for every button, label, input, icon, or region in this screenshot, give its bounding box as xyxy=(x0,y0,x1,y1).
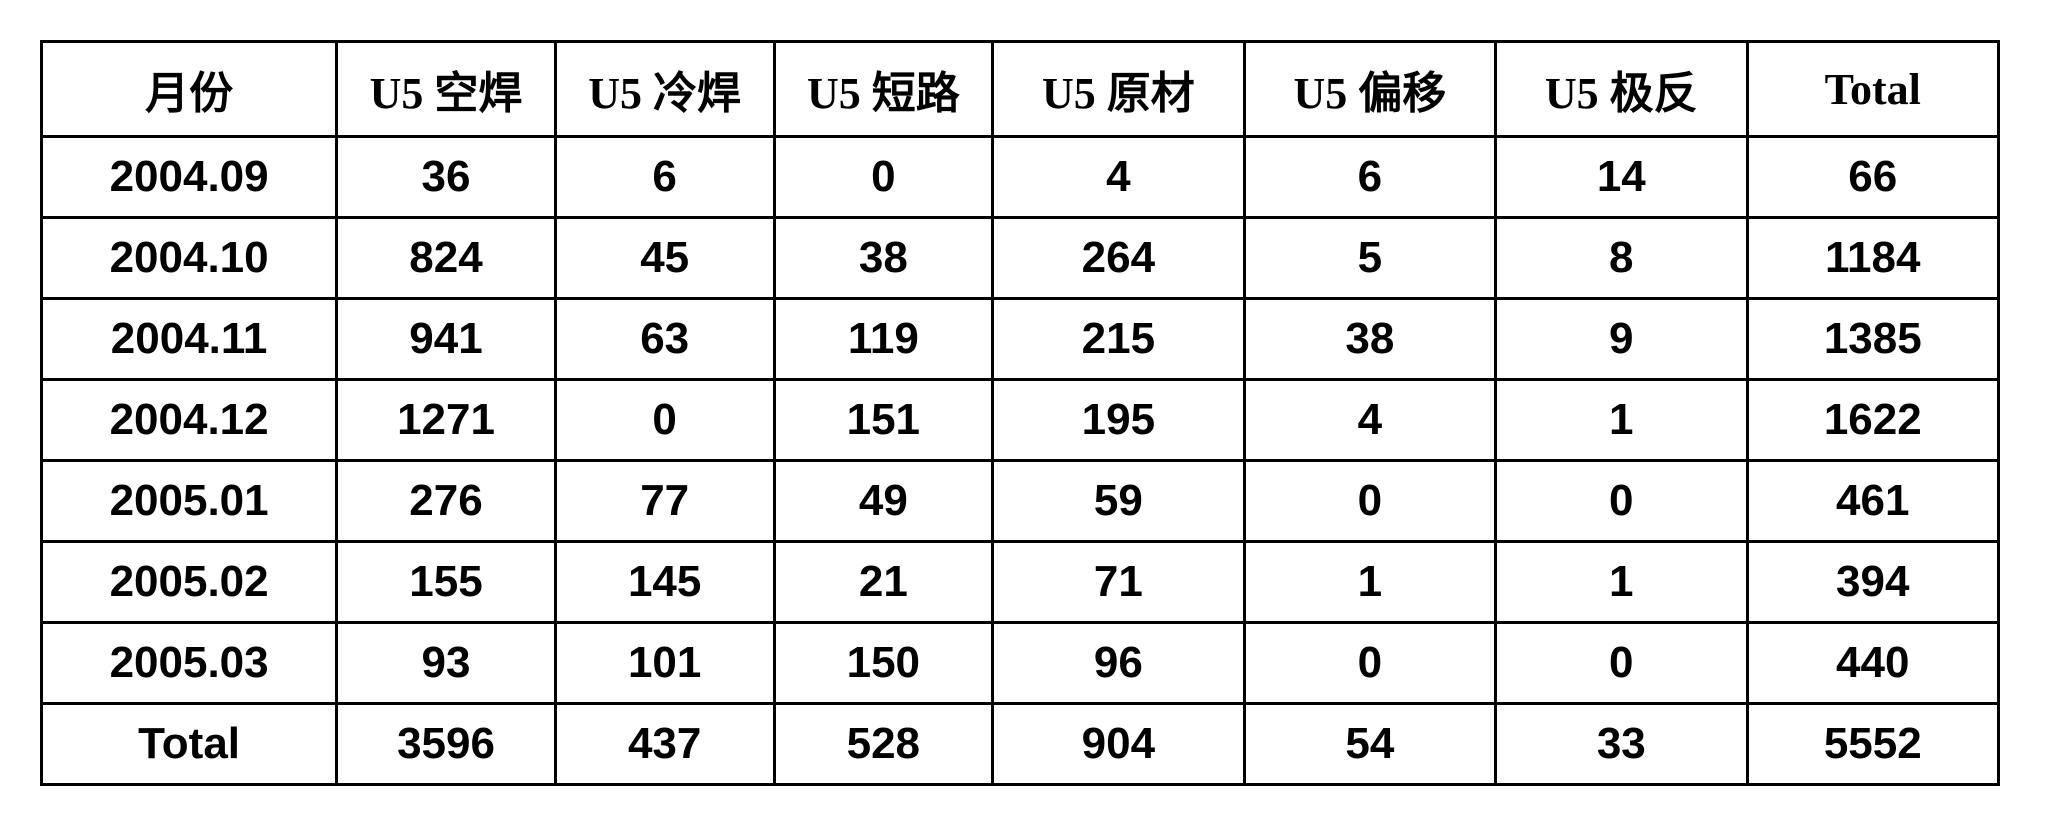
cell-value: 38 xyxy=(774,218,993,299)
table-row: 2004.108244538264581184 xyxy=(42,218,1999,299)
cell-value: 0 xyxy=(1244,623,1495,704)
cell-value: 1271 xyxy=(337,380,556,461)
cell-value: 1 xyxy=(1244,542,1495,623)
cell-value: 1184 xyxy=(1747,218,1998,299)
col-header-total: Total xyxy=(1747,42,1998,137)
cell-value: 1622 xyxy=(1747,380,1998,461)
row-label: 2005.02 xyxy=(42,542,337,623)
cell-value: 0 xyxy=(555,380,774,461)
cell-value: 101 xyxy=(555,623,774,704)
cell-value: 3596 xyxy=(337,704,556,785)
row-label: 2004.11 xyxy=(42,299,337,380)
cell-value: 71 xyxy=(993,542,1244,623)
cell-value: 461 xyxy=(1747,461,1998,542)
col-header-u5-lh: U5 冷焊 xyxy=(555,42,774,137)
col-header-u5-kh: U5 空焊 xyxy=(337,42,556,137)
row-label: 2004.09 xyxy=(42,137,337,218)
col-header-u5-jf: U5 极反 xyxy=(1496,42,1747,137)
cell-value: 6 xyxy=(1244,137,1495,218)
table-row: 2005.02155145217111394 xyxy=(42,542,1999,623)
cell-value: 33 xyxy=(1496,704,1747,785)
cell-value: 264 xyxy=(993,218,1244,299)
cell-value: 0 xyxy=(774,137,993,218)
cell-value: 54 xyxy=(1244,704,1495,785)
table-header-row: 月份 U5 空焊 U5 冷焊 U5 短路 U5 原材 U5 偏移 U5 极反 T… xyxy=(42,42,1999,137)
cell-value: 21 xyxy=(774,542,993,623)
row-label: 2005.03 xyxy=(42,623,337,704)
cell-value: 45 xyxy=(555,218,774,299)
cell-value: 38 xyxy=(1244,299,1495,380)
cell-value: 9 xyxy=(1496,299,1747,380)
cell-value: 66 xyxy=(1747,137,1998,218)
row-label: 2004.12 xyxy=(42,380,337,461)
col-header-u5-yc: U5 原材 xyxy=(993,42,1244,137)
col-header-u5-py: U5 偏移 xyxy=(1244,42,1495,137)
cell-value: 528 xyxy=(774,704,993,785)
cell-value: 151 xyxy=(774,380,993,461)
cell-value: 59 xyxy=(993,461,1244,542)
cell-value: 941 xyxy=(337,299,556,380)
table-row: Total359643752890454335552 xyxy=(42,704,1999,785)
cell-value: 150 xyxy=(774,623,993,704)
cell-value: 0 xyxy=(1244,461,1495,542)
row-label: 2005.01 xyxy=(42,461,337,542)
cell-value: 8 xyxy=(1496,218,1747,299)
row-label: Total xyxy=(42,704,337,785)
col-header-u5-dl: U5 短路 xyxy=(774,42,993,137)
cell-value: 96 xyxy=(993,623,1244,704)
cell-value: 119 xyxy=(774,299,993,380)
defect-summary-table: 月份 U5 空焊 U5 冷焊 U5 短路 U5 原材 U5 偏移 U5 极反 T… xyxy=(40,40,2000,786)
table-row: 2004.093660461466 xyxy=(42,137,1999,218)
col-header-month: 月份 xyxy=(42,42,337,137)
cell-value: 824 xyxy=(337,218,556,299)
cell-value: 36 xyxy=(337,137,556,218)
cell-value: 904 xyxy=(993,704,1244,785)
cell-value: 5 xyxy=(1244,218,1495,299)
cell-value: 4 xyxy=(1244,380,1495,461)
cell-value: 63 xyxy=(555,299,774,380)
cell-value: 394 xyxy=(1747,542,1998,623)
cell-value: 155 xyxy=(337,542,556,623)
cell-value: 5552 xyxy=(1747,704,1998,785)
cell-value: 14 xyxy=(1496,137,1747,218)
cell-value: 1 xyxy=(1496,542,1747,623)
cell-value: 195 xyxy=(993,380,1244,461)
cell-value: 77 xyxy=(555,461,774,542)
table-row: 2004.1212710151195411622 xyxy=(42,380,1999,461)
cell-value: 440 xyxy=(1747,623,1998,704)
cell-value: 4 xyxy=(993,137,1244,218)
cell-value: 1 xyxy=(1496,380,1747,461)
cell-value: 6 xyxy=(555,137,774,218)
cell-value: 49 xyxy=(774,461,993,542)
table-row: 2005.03931011509600440 xyxy=(42,623,1999,704)
row-label: 2004.10 xyxy=(42,218,337,299)
cell-value: 0 xyxy=(1496,623,1747,704)
cell-value: 93 xyxy=(337,623,556,704)
cell-value: 0 xyxy=(1496,461,1747,542)
cell-value: 145 xyxy=(555,542,774,623)
cell-value: 215 xyxy=(993,299,1244,380)
table-body: 2004.0936604614662004.108244538264581184… xyxy=(42,137,1999,785)
cell-value: 1385 xyxy=(1747,299,1998,380)
table-row: 2005.0127677495900461 xyxy=(42,461,1999,542)
cell-value: 437 xyxy=(555,704,774,785)
cell-value: 276 xyxy=(337,461,556,542)
table-row: 2004.11941631192153891385 xyxy=(42,299,1999,380)
